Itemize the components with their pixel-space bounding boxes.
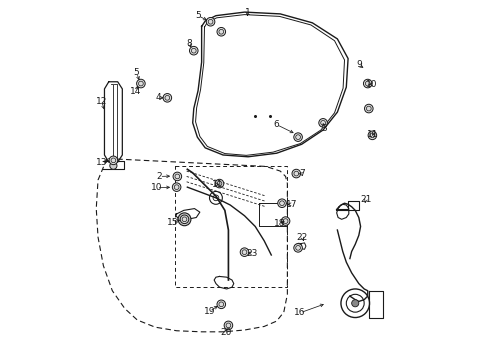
Circle shape (363, 79, 371, 88)
Circle shape (367, 131, 376, 140)
Text: 23: 23 (245, 249, 257, 258)
Text: 10: 10 (365, 80, 377, 89)
Text: 21: 21 (360, 195, 371, 204)
Text: 22: 22 (296, 233, 307, 242)
Text: 18: 18 (273, 219, 285, 228)
Text: 11: 11 (211, 180, 223, 189)
Circle shape (291, 169, 300, 178)
Text: 7: 7 (298, 170, 304, 179)
Text: 6: 6 (273, 120, 279, 129)
Text: 19: 19 (203, 307, 215, 316)
Circle shape (224, 321, 232, 330)
Circle shape (281, 217, 289, 225)
Text: 3: 3 (320, 124, 326, 133)
Circle shape (172, 183, 181, 192)
Circle shape (163, 94, 171, 102)
Circle shape (240, 248, 248, 256)
Circle shape (217, 300, 225, 309)
Circle shape (351, 300, 358, 307)
Text: 17: 17 (285, 200, 297, 209)
Text: 10: 10 (151, 183, 162, 192)
Text: 11: 11 (366, 130, 378, 139)
Text: 2: 2 (156, 172, 162, 181)
Circle shape (189, 46, 198, 55)
Text: 15: 15 (166, 218, 178, 227)
Circle shape (180, 215, 188, 224)
Text: 13: 13 (96, 158, 107, 167)
Circle shape (318, 118, 326, 127)
Circle shape (215, 179, 224, 188)
Circle shape (293, 133, 302, 141)
Circle shape (110, 162, 117, 169)
Circle shape (217, 27, 225, 36)
Text: 12: 12 (96, 97, 107, 106)
Text: 4: 4 (155, 93, 161, 102)
Circle shape (136, 79, 145, 88)
Circle shape (277, 199, 285, 207)
Circle shape (178, 213, 190, 226)
Circle shape (293, 244, 302, 252)
Text: 14: 14 (130, 87, 142, 96)
Text: 20: 20 (220, 328, 231, 337)
Text: 8: 8 (185, 39, 191, 48)
Circle shape (295, 243, 301, 249)
Text: 16: 16 (293, 309, 305, 318)
Circle shape (109, 156, 118, 165)
Circle shape (364, 104, 372, 113)
Text: 9: 9 (355, 60, 361, 69)
Text: 1: 1 (244, 8, 250, 17)
Circle shape (173, 172, 181, 181)
Text: 5: 5 (134, 68, 139, 77)
Circle shape (206, 18, 214, 26)
Text: 5: 5 (195, 11, 201, 20)
